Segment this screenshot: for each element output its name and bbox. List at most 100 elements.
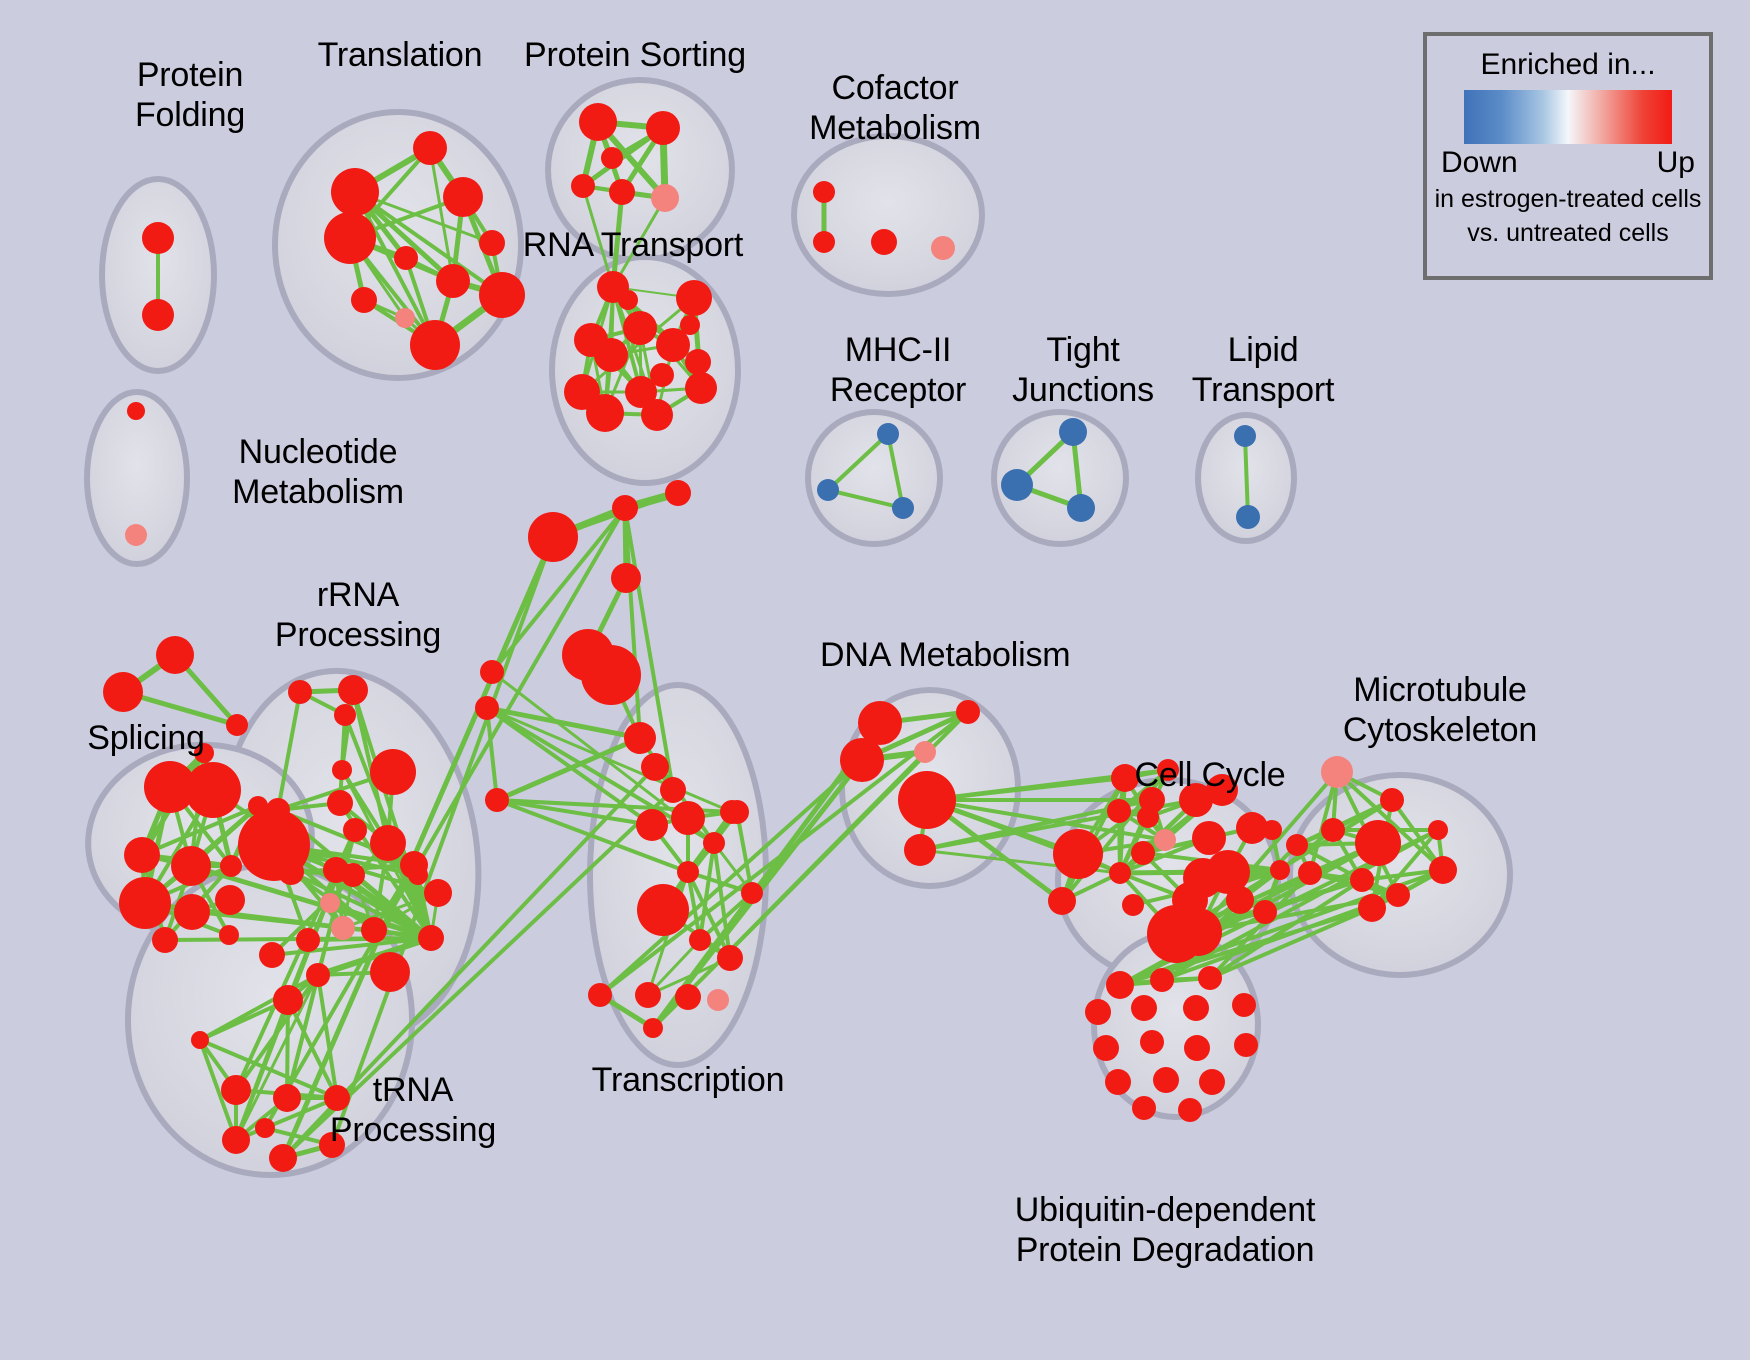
network-node[interactable] — [651, 184, 679, 212]
network-node[interactable] — [650, 363, 674, 387]
network-node[interactable] — [255, 1118, 275, 1138]
network-node[interactable] — [418, 925, 444, 951]
network-node[interactable] — [1226, 886, 1254, 914]
network-node[interactable] — [643, 1018, 663, 1038]
network-node[interactable] — [1048, 887, 1076, 915]
network-node[interactable] — [103, 672, 143, 712]
network-node[interactable] — [637, 884, 689, 936]
network-node[interactable] — [1132, 1096, 1156, 1120]
network-node[interactable] — [1178, 1098, 1202, 1122]
network-node[interactable] — [480, 660, 504, 684]
network-node[interactable] — [288, 680, 312, 704]
network-node[interactable] — [725, 800, 749, 824]
network-node[interactable] — [1234, 1033, 1258, 1057]
network-node[interactable] — [1105, 1069, 1131, 1095]
network-node[interactable] — [174, 894, 210, 930]
network-node[interactable] — [1253, 900, 1277, 924]
network-node[interactable] — [273, 985, 303, 1015]
network-node[interactable] — [1059, 418, 1087, 446]
network-node[interactable] — [152, 927, 178, 953]
network-node[interactable] — [436, 264, 470, 298]
network-node[interactable] — [226, 714, 248, 736]
network-node[interactable] — [904, 834, 936, 866]
network-node[interactable] — [443, 177, 483, 217]
network-node[interactable] — [840, 738, 884, 782]
network-node[interactable] — [1122, 894, 1144, 916]
network-node[interactable] — [479, 272, 525, 318]
network-node[interactable] — [665, 480, 691, 506]
network-node[interactable] — [171, 846, 211, 886]
network-node[interactable] — [124, 837, 160, 873]
network-node[interactable] — [956, 700, 980, 724]
network-node[interactable] — [594, 338, 628, 372]
network-node[interactable] — [817, 479, 839, 501]
network-node[interactable] — [689, 929, 711, 951]
network-node[interactable] — [1321, 818, 1345, 842]
network-node[interactable] — [625, 376, 657, 408]
network-node[interactable] — [579, 103, 617, 141]
network-node[interactable] — [1270, 860, 1290, 880]
network-node[interactable] — [1053, 829, 1103, 879]
network-node[interactable] — [341, 863, 365, 887]
network-node[interactable] — [1429, 856, 1457, 884]
network-node[interactable] — [185, 762, 241, 818]
network-node[interactable] — [142, 299, 174, 331]
network-node[interactable] — [1085, 999, 1111, 1025]
network-node[interactable] — [898, 771, 956, 829]
network-node[interactable] — [635, 982, 661, 1008]
network-node[interactable] — [485, 788, 509, 812]
network-node[interactable] — [394, 246, 418, 270]
network-node[interactable] — [623, 311, 657, 345]
network-node[interactable] — [813, 181, 835, 203]
network-node[interactable] — [1358, 894, 1386, 922]
network-node[interactable] — [119, 877, 171, 929]
network-node[interactable] — [675, 984, 701, 1010]
network-node[interactable] — [1131, 995, 1157, 1021]
network-node[interactable] — [1157, 759, 1179, 781]
network-node[interactable] — [338, 675, 368, 705]
network-node[interactable] — [581, 645, 641, 705]
network-node[interactable] — [127, 402, 145, 420]
network-node[interactable] — [424, 879, 452, 907]
network-node[interactable] — [660, 777, 686, 803]
network-node[interactable] — [1206, 774, 1238, 806]
network-node[interactable] — [410, 320, 460, 370]
network-node[interactable] — [1131, 841, 1155, 865]
network-node[interactable] — [215, 885, 245, 915]
network-node[interactable] — [351, 287, 377, 313]
network-node[interactable] — [1386, 883, 1410, 907]
network-node[interactable] — [588, 983, 612, 1007]
network-node[interactable] — [273, 1084, 301, 1112]
network-node[interactable] — [1107, 799, 1131, 823]
network-node[interactable] — [1150, 968, 1174, 992]
network-node[interactable] — [685, 349, 711, 375]
network-node[interactable] — [319, 1132, 345, 1158]
network-node[interactable] — [370, 749, 416, 795]
network-node[interactable] — [1140, 1030, 1164, 1054]
network-node[interactable] — [259, 942, 285, 968]
network-node[interactable] — [858, 701, 902, 745]
network-node[interactable] — [144, 761, 196, 813]
network-node[interactable] — [1380, 788, 1404, 812]
network-node[interactable] — [1106, 971, 1134, 999]
network-node[interactable] — [475, 696, 499, 720]
network-node[interactable] — [1199, 1069, 1225, 1095]
network-node[interactable] — [586, 394, 624, 432]
network-node[interactable] — [1192, 821, 1226, 855]
network-node[interactable] — [1179, 783, 1213, 817]
network-node[interactable] — [1355, 820, 1401, 866]
network-node[interactable] — [479, 230, 505, 256]
network-node[interactable] — [609, 179, 635, 205]
network-node[interactable] — [269, 1144, 297, 1172]
network-node[interactable] — [331, 916, 355, 940]
network-node[interactable] — [334, 704, 356, 726]
network-node[interactable] — [528, 512, 578, 562]
network-node[interactable] — [741, 882, 763, 904]
network-node[interactable] — [676, 280, 712, 316]
network-node[interactable] — [413, 131, 447, 165]
network-node[interactable] — [408, 865, 428, 885]
network-node[interactable] — [685, 372, 717, 404]
network-node[interactable] — [1234, 425, 1256, 447]
network-node[interactable] — [914, 741, 936, 763]
network-node[interactable] — [646, 111, 680, 145]
